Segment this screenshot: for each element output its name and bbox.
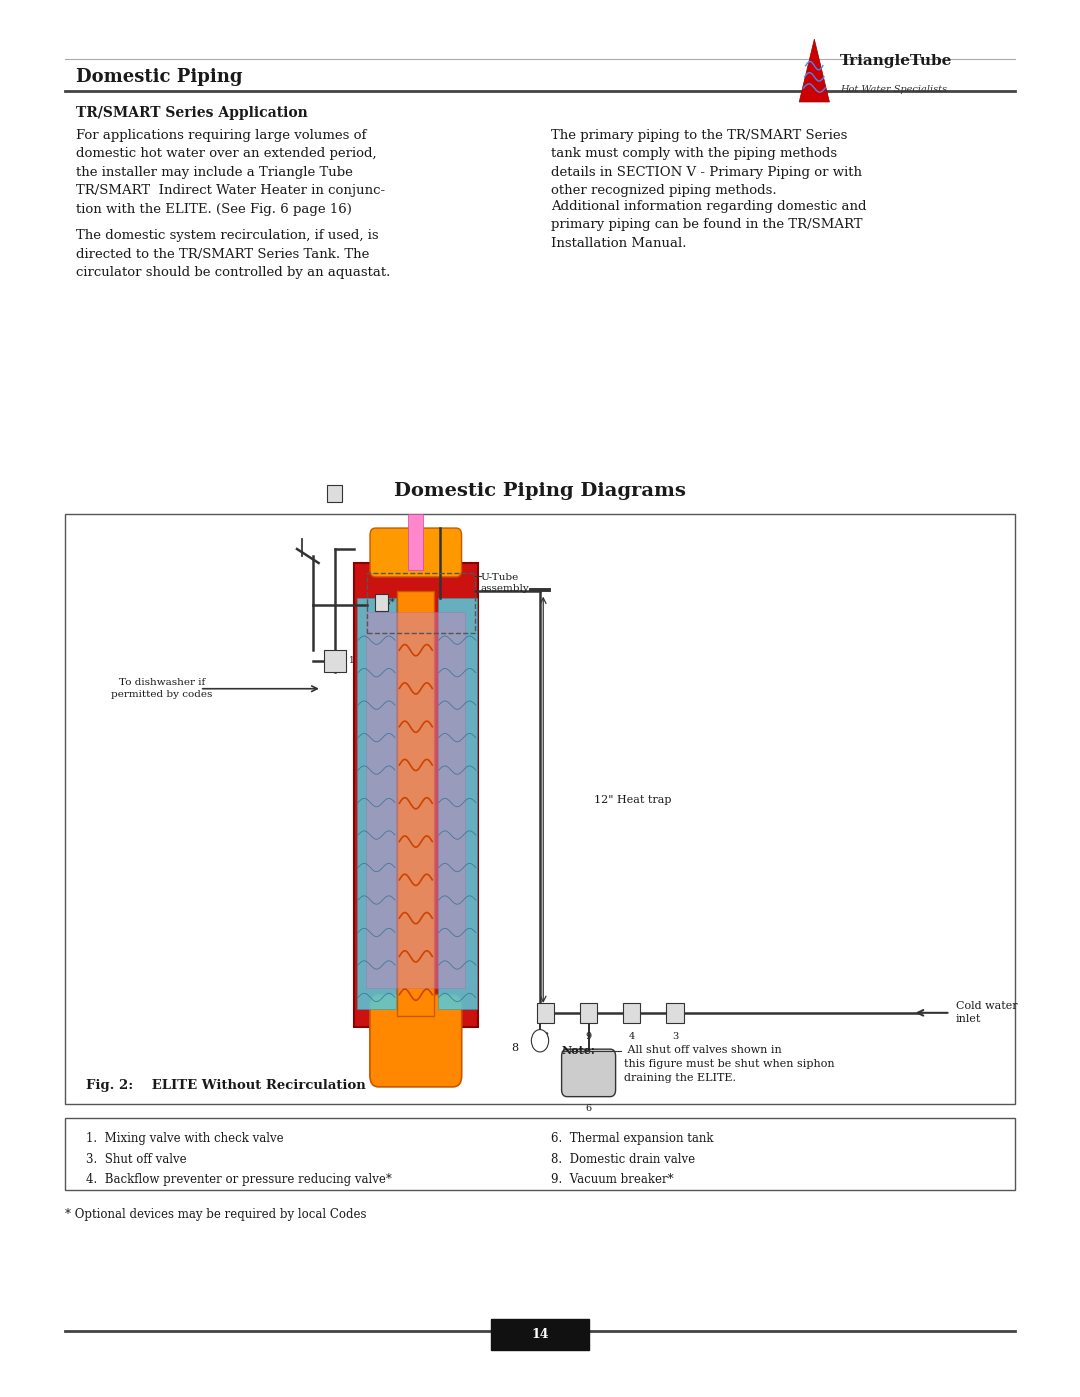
Polygon shape [799,39,829,102]
Text: 6: 6 [585,1104,592,1112]
Bar [367,573,475,633]
Text: 8: 8 [511,1042,518,1053]
Text: 3: 3 [542,1032,549,1041]
FancyBboxPatch shape [369,995,462,1087]
Text: Domestic Piping Diagrams: Domestic Piping Diagrams [394,482,686,500]
Bar [65,1118,1015,1190]
Text: Cold water
inlet: Cold water inlet [956,1002,1017,1024]
Text: 3: 3 [672,1032,678,1041]
Bar [491,1319,589,1350]
Bar [666,1003,684,1023]
Bar [327,485,342,502]
Text: 4.  Backflow preventer or pressure reducing valve*: 4. Backflow preventer or pressure reduci… [86,1173,392,1186]
Text: 3.  Shut off valve: 3. Shut off valve [86,1153,187,1165]
Text: Additional information regarding domestic and
primary piping can be found in the: Additional information regarding domesti… [551,200,866,250]
Circle shape [531,1030,549,1052]
Bar [397,591,434,1016]
Text: 6.  Thermal expansion tank: 6. Thermal expansion tank [551,1132,713,1144]
Text: * Optional devices may be required by local Codes: * Optional devices may be required by lo… [65,1208,366,1221]
Text: 3*: 3* [383,598,394,608]
FancyBboxPatch shape [562,1049,616,1097]
Bar [354,563,477,1027]
Text: The primary piping to the TR/SMART Series
tank must comply with the piping metho: The primary piping to the TR/SMART Serie… [551,129,862,197]
Text: U-Tube
assembly: U-Tube assembly [481,573,529,592]
Bar [366,612,465,988]
Bar [65,514,1015,1104]
Text: For applications requiring large volumes of
domestic hot water over an extended : For applications requiring large volumes… [76,129,384,215]
Bar [623,1003,640,1023]
Text: 9.  Vacuum breaker*: 9. Vacuum breaker* [551,1173,674,1186]
Text: TriangleTube: TriangleTube [840,54,953,68]
Bar [408,514,423,570]
Bar [324,650,346,672]
Text: 9: 9 [585,1032,592,1041]
Text: 14: 14 [531,1327,549,1341]
Text: 8.  Domestic drain valve: 8. Domestic drain valve [551,1153,694,1165]
Text: The domestic system recirculation, if used, is
directed to the TR/SMART Series T: The domestic system recirculation, if us… [76,229,390,279]
Bar [437,598,477,1009]
Text: 1: 1 [349,657,354,665]
Text: Domestic Piping: Domestic Piping [76,68,242,85]
Text: TR/SMART Series Application: TR/SMART Series Application [76,106,308,120]
Bar [356,598,396,1009]
Text: Fig. 2:    ELITE Without Recirculation: Fig. 2: ELITE Without Recirculation [86,1080,366,1092]
Text: Hot Water Specialists: Hot Water Specialists [840,85,947,94]
Text: 1.  Mixing valve with check valve: 1. Mixing valve with check valve [86,1132,284,1144]
Bar [375,595,388,612]
Text: All shut off valves shown in
this figure must be shut when siphon
draining the E: All shut off valves shown in this figure… [624,1045,835,1083]
FancyBboxPatch shape [370,528,461,577]
Text: 4: 4 [629,1032,635,1041]
Text: Note:: Note: [562,1045,595,1056]
Text: 12" Heat trap: 12" Heat trap [594,795,672,805]
Text: To dishwasher if
permitted by codes: To dishwasher if permitted by codes [111,679,213,698]
Bar [580,1003,597,1023]
Bar [537,1003,554,1023]
